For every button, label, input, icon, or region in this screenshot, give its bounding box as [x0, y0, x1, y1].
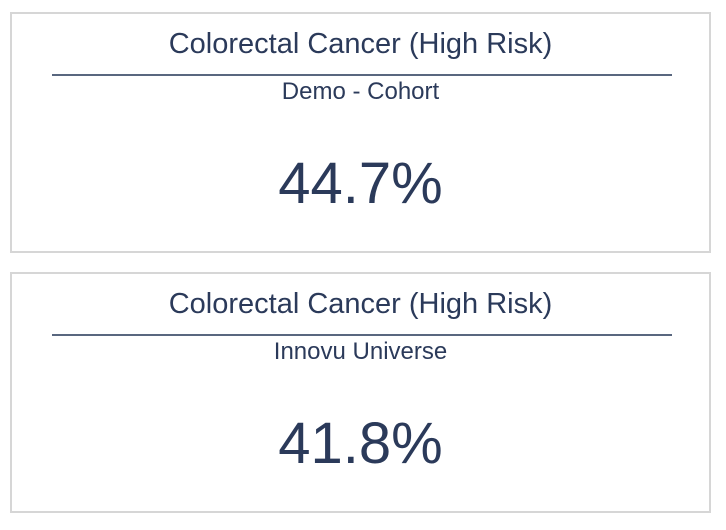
card-title: Colorectal Cancer (High Risk)	[168, 28, 553, 60]
metric-card-demo-cohort: Colorectal Cancer (High Risk) Demo - Coh…	[10, 12, 711, 253]
metric-value: 44.7%	[278, 151, 443, 216]
card-subtitle: Innovu Universe	[273, 338, 448, 365]
title-divider	[52, 334, 672, 336]
card-title: Colorectal Cancer (High Risk)	[168, 288, 553, 320]
card-subtitle: Demo - Cohort	[281, 78, 440, 105]
metric-card-innovu-universe: Colorectal Cancer (High Risk) Innovu Uni…	[10, 272, 711, 513]
title-divider	[52, 74, 672, 76]
metric-value: 41.8%	[278, 411, 443, 476]
